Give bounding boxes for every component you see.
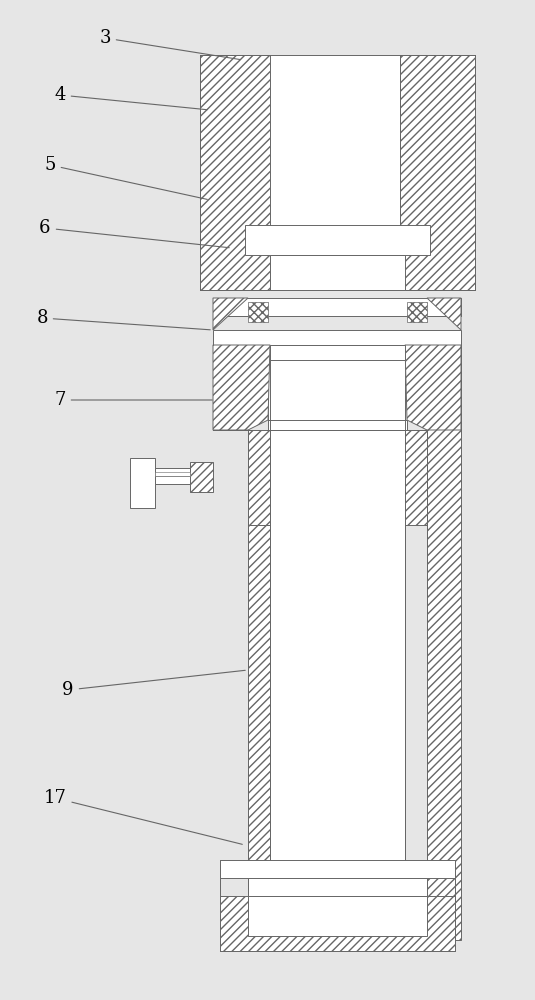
Bar bbox=[270, 55, 400, 290]
Bar bbox=[248, 430, 270, 525]
Bar bbox=[190, 462, 213, 492]
Polygon shape bbox=[213, 298, 248, 330]
Bar bbox=[400, 55, 475, 290]
Bar bbox=[130, 458, 155, 508]
Bar bbox=[213, 330, 461, 345]
Bar bbox=[213, 298, 461, 316]
Text: 5: 5 bbox=[44, 156, 207, 199]
Polygon shape bbox=[427, 298, 461, 330]
Bar bbox=[155, 476, 190, 484]
Bar bbox=[248, 878, 427, 896]
Bar bbox=[200, 55, 270, 290]
Bar bbox=[407, 302, 427, 322]
Bar bbox=[270, 345, 405, 360]
Bar bbox=[270, 255, 405, 290]
Bar bbox=[245, 225, 430, 255]
Bar bbox=[248, 525, 270, 940]
Bar bbox=[220, 896, 455, 951]
Bar bbox=[427, 345, 461, 940]
Bar bbox=[248, 302, 268, 322]
Bar bbox=[220, 860, 455, 878]
Text: 7: 7 bbox=[55, 391, 212, 409]
Bar bbox=[405, 430, 427, 525]
Polygon shape bbox=[405, 345, 461, 430]
Text: 4: 4 bbox=[55, 86, 207, 110]
Bar bbox=[155, 468, 190, 476]
Text: 17: 17 bbox=[43, 789, 242, 844]
Bar bbox=[268, 360, 407, 430]
Text: 8: 8 bbox=[36, 309, 210, 330]
Bar bbox=[270, 430, 405, 940]
Polygon shape bbox=[213, 345, 270, 430]
Text: 3: 3 bbox=[100, 29, 240, 60]
Bar bbox=[155, 472, 190, 476]
Bar bbox=[248, 896, 427, 936]
Text: 9: 9 bbox=[62, 670, 245, 699]
Text: 6: 6 bbox=[39, 219, 229, 248]
